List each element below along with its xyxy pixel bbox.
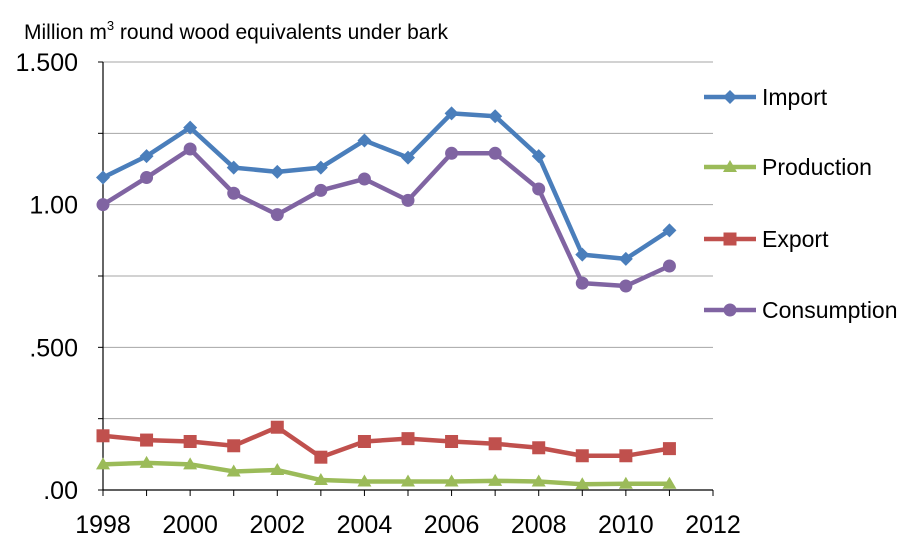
- data-point: [314, 450, 328, 464]
- legend-label: Import: [762, 84, 828, 110]
- x-tick-label: 2002: [249, 511, 305, 536]
- x-tick-label: 2006: [424, 511, 480, 536]
- data-point: [662, 259, 676, 273]
- y-tick-label: .00: [43, 477, 78, 505]
- x-tick-label: 2000: [162, 511, 218, 536]
- series-export: [96, 420, 676, 464]
- data-point: [619, 279, 633, 293]
- data-point: [488, 437, 502, 451]
- legend-label: Production: [762, 154, 872, 180]
- axes: [98, 61, 714, 496]
- data-point: [313, 473, 328, 486]
- data-point: [96, 170, 110, 185]
- data-point: [618, 251, 633, 266]
- data-point: [445, 146, 459, 160]
- data-point: [139, 149, 154, 164]
- legend-item-import: Import: [704, 84, 828, 110]
- x-tick-label: 2008: [511, 511, 567, 536]
- series-line: [102, 460, 670, 487]
- data-point: [619, 449, 633, 463]
- y-tick-label: 1.500: [15, 49, 78, 77]
- data-point: [575, 449, 589, 463]
- legend-label: Export: [762, 226, 829, 252]
- series-import: [96, 106, 677, 266]
- legend: Import Production Export Consumption: [704, 84, 898, 323]
- data-point: [139, 455, 154, 468]
- data-point: [270, 463, 285, 476]
- legend-marker: [723, 303, 737, 317]
- data-point: [357, 172, 371, 186]
- data-point: [357, 133, 372, 148]
- legend-item-consumption: Consumption: [704, 297, 898, 323]
- data-point: [445, 434, 459, 448]
- data-point: [183, 434, 197, 448]
- legend-marker: [723, 90, 737, 104]
- data-point: [488, 146, 502, 160]
- data-point: [488, 109, 503, 124]
- data-point: [183, 142, 197, 156]
- data-point: [140, 171, 154, 185]
- data-point: [618, 476, 633, 489]
- y-tick-label: 1.00: [29, 192, 78, 220]
- data-point: [96, 198, 110, 212]
- data-point: [140, 433, 154, 447]
- series-line: [102, 111, 671, 262]
- data-point: [183, 120, 198, 135]
- data-point: [96, 429, 110, 443]
- x-tick-label: 2012: [685, 511, 741, 536]
- data-point: [532, 182, 546, 196]
- series-consumption: [96, 142, 676, 293]
- data-point: [401, 150, 415, 165]
- data-point: [575, 276, 589, 290]
- data-point: [226, 160, 241, 175]
- data-point: [313, 160, 328, 175]
- legend-label: Consumption: [762, 297, 898, 323]
- legend-marker: [723, 232, 737, 246]
- legend-item-export: Export: [704, 226, 829, 252]
- data-point: [662, 476, 677, 489]
- data-point: [314, 183, 328, 197]
- y-tick-label: .500: [29, 334, 78, 362]
- tick-labels: .00 .500 1.00 1.500 1998 2000 2002 2004 2006 2008…: [15, 49, 740, 536]
- data-point: [270, 208, 284, 222]
- data-point: [444, 474, 459, 487]
- data-point: [357, 434, 371, 448]
- legend-item-production: Production: [704, 154, 872, 180]
- data-point: [401, 432, 415, 446]
- data-point: [401, 474, 415, 487]
- data-point: [532, 441, 546, 455]
- data-point: [227, 186, 241, 200]
- data-point: [662, 223, 677, 238]
- series-lines: [96, 106, 677, 490]
- data-point: [270, 420, 284, 434]
- data-point: [357, 474, 372, 487]
- data-point: [575, 477, 590, 490]
- data-point: [531, 149, 546, 164]
- x-tick-label: 2004: [337, 511, 393, 536]
- data-point: [444, 106, 459, 121]
- gridlines: [103, 61, 713, 420]
- data-point: [575, 247, 590, 262]
- data-point: [227, 439, 241, 453]
- series-line: [102, 424, 670, 460]
- data-point: [270, 164, 285, 179]
- series-line: [101, 146, 671, 289]
- y-axis-label: Million m3 round wood equivalents under …: [24, 18, 448, 44]
- data-point: [401, 193, 415, 207]
- x-tick-label: 1998: [75, 511, 131, 536]
- series-production: [96, 455, 677, 490]
- data-point: [488, 473, 503, 486]
- data-point: [226, 464, 241, 477]
- data-point: [531, 474, 546, 487]
- data-point: [96, 457, 110, 470]
- data-point: [183, 457, 198, 470]
- x-tick-label: 2010: [598, 511, 654, 536]
- legend-marker: [723, 160, 737, 172]
- data-point: [662, 442, 676, 456]
